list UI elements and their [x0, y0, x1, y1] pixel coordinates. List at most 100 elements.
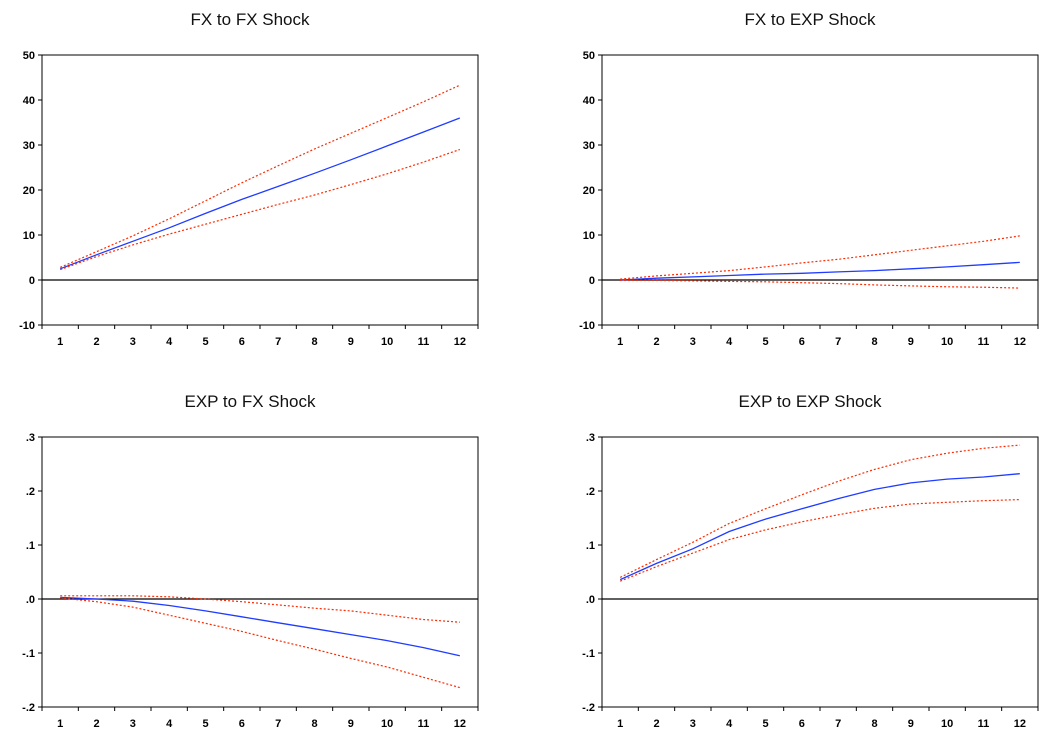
- y-tick-label: 0: [589, 275, 595, 287]
- x-tick-label: 9: [908, 718, 914, 730]
- chart-plot-exp-to-exp: -.2-.1.0.1.2.31 2 3 4 5 6 7 8 9 10 11 12: [582, 432, 1039, 730]
- y-tick-label: -.2: [22, 702, 35, 714]
- plot-frame: [601, 54, 1039, 326]
- x-tick-label: 4: [726, 718, 733, 730]
- y-tick-label: .0: [26, 594, 35, 606]
- x-tick-label: 5: [202, 718, 208, 730]
- y-tick-label: .0: [586, 594, 595, 606]
- x-tick-label: 4: [726, 336, 733, 348]
- y-tick-label: .3: [26, 432, 35, 444]
- x-tick-label: 9: [348, 718, 354, 730]
- x-tick-label: 10: [381, 336, 393, 348]
- y-tick-label: 10: [583, 230, 595, 242]
- y-tick-label: .1: [586, 540, 595, 552]
- y-tick-label: 50: [23, 50, 35, 62]
- x-tick-label: 10: [381, 718, 393, 730]
- y-tick-label: .2: [26, 486, 35, 498]
- y-tick-label: .2: [586, 486, 595, 498]
- x-tick-label: 2: [93, 336, 99, 348]
- series-lower-band: [620, 279, 1020, 289]
- y-tick-label: 40: [23, 95, 35, 107]
- series-upper-band: [619, 444, 1020, 578]
- x-tick-label: 3: [690, 718, 696, 730]
- x-tick-label: 4: [166, 718, 173, 730]
- x-tick-label: 1: [617, 718, 623, 730]
- x-tick-label: 10: [941, 718, 953, 730]
- plot-frame: [41, 436, 479, 708]
- chart-panel-fx-to-fx: FX to FX Shock -10 0 10 20 30 40 50 1 2 3 4 5 6 7 8 9 10…: [0, 0, 500, 350]
- y-tick-label: -.2: [582, 702, 595, 714]
- series-response: [59, 117, 461, 270]
- y-tick-label: 20: [583, 185, 595, 197]
- x-tick-label: 8: [871, 336, 877, 348]
- x-tick-label: 3: [130, 718, 136, 730]
- x-tick-label: 1: [57, 718, 63, 730]
- x-tick-label: 5: [202, 336, 208, 348]
- x-tick-label: 7: [835, 718, 841, 730]
- series-lower-band: [619, 499, 1020, 582]
- x-tick-label: 9: [348, 336, 354, 348]
- x-tick-label: 8: [311, 336, 317, 348]
- x-tick-label: 2: [653, 336, 659, 348]
- x-tick-label: 7: [835, 336, 841, 348]
- y-tick-label: -.1: [22, 648, 35, 660]
- x-tick-label: 12: [1014, 718, 1026, 730]
- y-tick-label: -10: [579, 320, 595, 332]
- chart-title: EXP to EXP Shock: [738, 392, 882, 411]
- series-upper-band: [59, 84, 461, 268]
- series-response: [620, 261, 1020, 281]
- y-tick-label: -.1: [582, 648, 595, 660]
- x-tick-label: 2: [653, 718, 659, 730]
- series-upper-band: [60, 595, 460, 623]
- x-tick-label: 12: [1014, 336, 1026, 348]
- x-tick-label: 3: [130, 336, 136, 348]
- x-tick-label: 6: [239, 336, 245, 348]
- x-tick-label: 1: [57, 336, 63, 348]
- x-tick-label: 10: [941, 336, 953, 348]
- y-tick-label: 30: [23, 140, 35, 152]
- series-lower-band: [59, 148, 460, 271]
- chart-title: EXP to FX Shock: [184, 392, 316, 411]
- chart-title: FX to EXP Shock: [744, 10, 876, 29]
- x-tick-label: 8: [871, 718, 877, 730]
- chart-panel-fx-to-exp: FX to EXP Shock -10 0 10 20 30 40 50 1 2 3 4 5 6 7 8 9 1…: [560, 0, 1045, 350]
- x-tick-label: 3: [690, 336, 696, 348]
- x-tick-label: 6: [799, 718, 805, 730]
- y-tick-label: 0: [29, 275, 35, 287]
- y-tick-label: .3: [586, 432, 595, 444]
- series-response: [619, 473, 1020, 581]
- chart-plot-exp-to-fx: -.2-.1.0.1.2.31 2 3 4 5 6 7 8 9 10 11 12: [22, 432, 479, 730]
- y-tick-label: 40: [583, 95, 595, 107]
- x-tick-label: 7: [275, 336, 281, 348]
- x-tick-label: 6: [799, 336, 805, 348]
- x-tick-label: 11: [418, 336, 430, 348]
- x-tick-label: 1: [617, 336, 623, 348]
- x-tick-label: 11: [978, 718, 990, 730]
- y-tick-label: 10: [23, 230, 35, 242]
- x-tick-label: 12: [454, 336, 466, 348]
- x-tick-label: 4: [166, 336, 173, 348]
- x-tick-label: 6: [239, 718, 245, 730]
- chart-title: FX to FX Shock: [190, 10, 310, 29]
- plot-frame: [41, 54, 479, 326]
- chart-panel-exp-to-fx: EXP to FX Shock -.2 -.1.0.1.2.3 1 2 3 4 5 6 7 8 9 1…: [0, 382, 500, 732]
- y-tick-label: 50: [583, 50, 595, 62]
- chart-panel-exp-to-exp: EXP to EXP Shock -.2 -.1.0.1.2.3 1 2 3 4 5 6 7 8 9…: [560, 382, 1045, 732]
- y-tick-label: 30: [583, 140, 595, 152]
- x-tick-label: 11: [418, 718, 430, 730]
- series-upper-band: [620, 235, 1020, 280]
- x-tick-label: 12: [454, 718, 466, 730]
- y-tick-label: .1: [26, 540, 35, 552]
- x-tick-label: 2: [93, 718, 99, 730]
- x-tick-label: 9: [908, 336, 914, 348]
- series-lower-band: [60, 597, 460, 689]
- x-tick-label: 5: [762, 718, 768, 730]
- y-tick-label: 20: [23, 185, 35, 197]
- series-response: [60, 596, 460, 657]
- x-tick-label: 5: [762, 336, 768, 348]
- x-tick-label: 7: [275, 718, 281, 730]
- x-tick-label: 11: [978, 336, 990, 348]
- x-tick-label: 8: [311, 718, 317, 730]
